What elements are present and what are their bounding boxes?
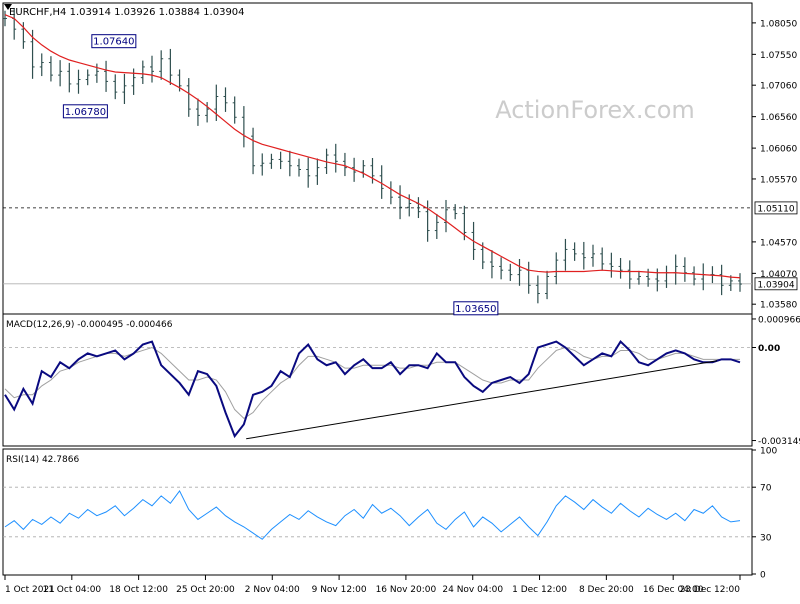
macd-header: MACD(12,26,9) -0.000495 -0.000466 bbox=[6, 320, 173, 330]
price-y-tick-label: 1.08050 bbox=[760, 19, 797, 29]
x-tick-label: 23 Dec 12:00 bbox=[679, 585, 740, 595]
macd-main-line bbox=[4, 340, 741, 439]
rsi-line-layer bbox=[4, 489, 741, 540]
x-tick-label: 2 Nov 04:00 bbox=[245, 585, 300, 595]
x-tick-label: 16 Dec 04:00 bbox=[643, 585, 704, 595]
macd-y-tick-label: 0.00 bbox=[758, 344, 780, 354]
x-tick-label: 24 Nov 04:00 bbox=[442, 585, 503, 595]
x-tick-label: 1 Dec 12:00 bbox=[512, 585, 567, 595]
macd-panel-frame bbox=[2, 313, 753, 447]
watermark: ActionForex.com bbox=[495, 96, 695, 124]
macd-trendline bbox=[246, 360, 718, 440]
annotation-label: 1.07640 bbox=[93, 37, 134, 48]
price-y-tick-label: 1.07550 bbox=[760, 51, 797, 61]
price-y-tick-label: 1.06560 bbox=[760, 113, 797, 123]
price-bars bbox=[3, 7, 742, 304]
moving-average-line bbox=[4, 14, 741, 279]
x-tick-label: 1 Oct 2021 bbox=[5, 585, 55, 595]
price-y-tick-label: 1.06060 bbox=[760, 145, 797, 155]
x-tick-label: 16 Nov 20:00 bbox=[376, 585, 437, 595]
rsi-line bbox=[4, 489, 741, 540]
annotation-box bbox=[62, 104, 108, 119]
rsi-y-tick-label: 0 bbox=[760, 571, 766, 581]
macd-y-tick-label: 0.000966 bbox=[758, 315, 800, 325]
price-y-tick-label: 1.04570 bbox=[760, 238, 797, 248]
macd-lines bbox=[4, 340, 741, 440]
price-y-tick-label: 1.04070 bbox=[760, 270, 797, 280]
level-line-label: 1.05110 bbox=[757, 204, 794, 214]
moving-average-layer bbox=[4, 14, 741, 279]
rsi-panel-frame bbox=[2, 448, 753, 576]
price-y-tick-label: 1.03580 bbox=[760, 301, 797, 311]
rsi-header: RSI(14) 42.7866 bbox=[6, 455, 79, 465]
x-tick-label: 11 Oct 04:00 bbox=[42, 585, 101, 595]
macd-y-tick-label: -0.003149 bbox=[758, 437, 800, 447]
annotation-label: 1.03650 bbox=[455, 304, 496, 315]
current-price-label-box bbox=[754, 277, 798, 291]
rsi-y-tick-label: 30 bbox=[760, 533, 772, 543]
annotation-label: 1.06780 bbox=[65, 107, 106, 118]
rsi-y-axis: 100 70 30 0 bbox=[752, 447, 777, 581]
x-tick-label: 25 Oct 20:00 bbox=[176, 585, 235, 595]
macd-signal-line bbox=[4, 346, 740, 420]
macd-y-axis: 0.000966 0.00 -0.003149 bbox=[752, 315, 800, 447]
rsi-y-tick-label: 100 bbox=[760, 447, 777, 457]
x-tick-label: 9 Nov 12:00 bbox=[312, 585, 367, 595]
level-line-label-box bbox=[754, 201, 798, 215]
price-y-axis: 1.08050 1.07550 1.07060 1.06560 1.06060 1.055… bbox=[752, 19, 798, 311]
current-price-label: 1.03904 bbox=[757, 280, 794, 290]
annotation-box bbox=[453, 301, 499, 316]
rsi-y-tick-label: 70 bbox=[760, 484, 772, 494]
rsi-levels bbox=[3, 486, 752, 538]
panel-triangle-icon bbox=[4, 4, 12, 10]
x-tick-label: 8 Dec 20:00 bbox=[579, 585, 634, 595]
price-gridlines bbox=[3, 207, 752, 285]
price-y-tick-label: 1.07060 bbox=[760, 82, 797, 92]
annotation-box bbox=[91, 34, 137, 49]
price-header: EURCHF,H4 1.03914 1.03926 1.03884 1.0390… bbox=[9, 7, 245, 18]
price-y-tick-label: 1.05570 bbox=[760, 175, 797, 185]
x-tick-label: 18 Oct 12:00 bbox=[109, 585, 168, 595]
price-annotations: 1.07640 1.06780 1.03650 bbox=[62, 34, 499, 316]
